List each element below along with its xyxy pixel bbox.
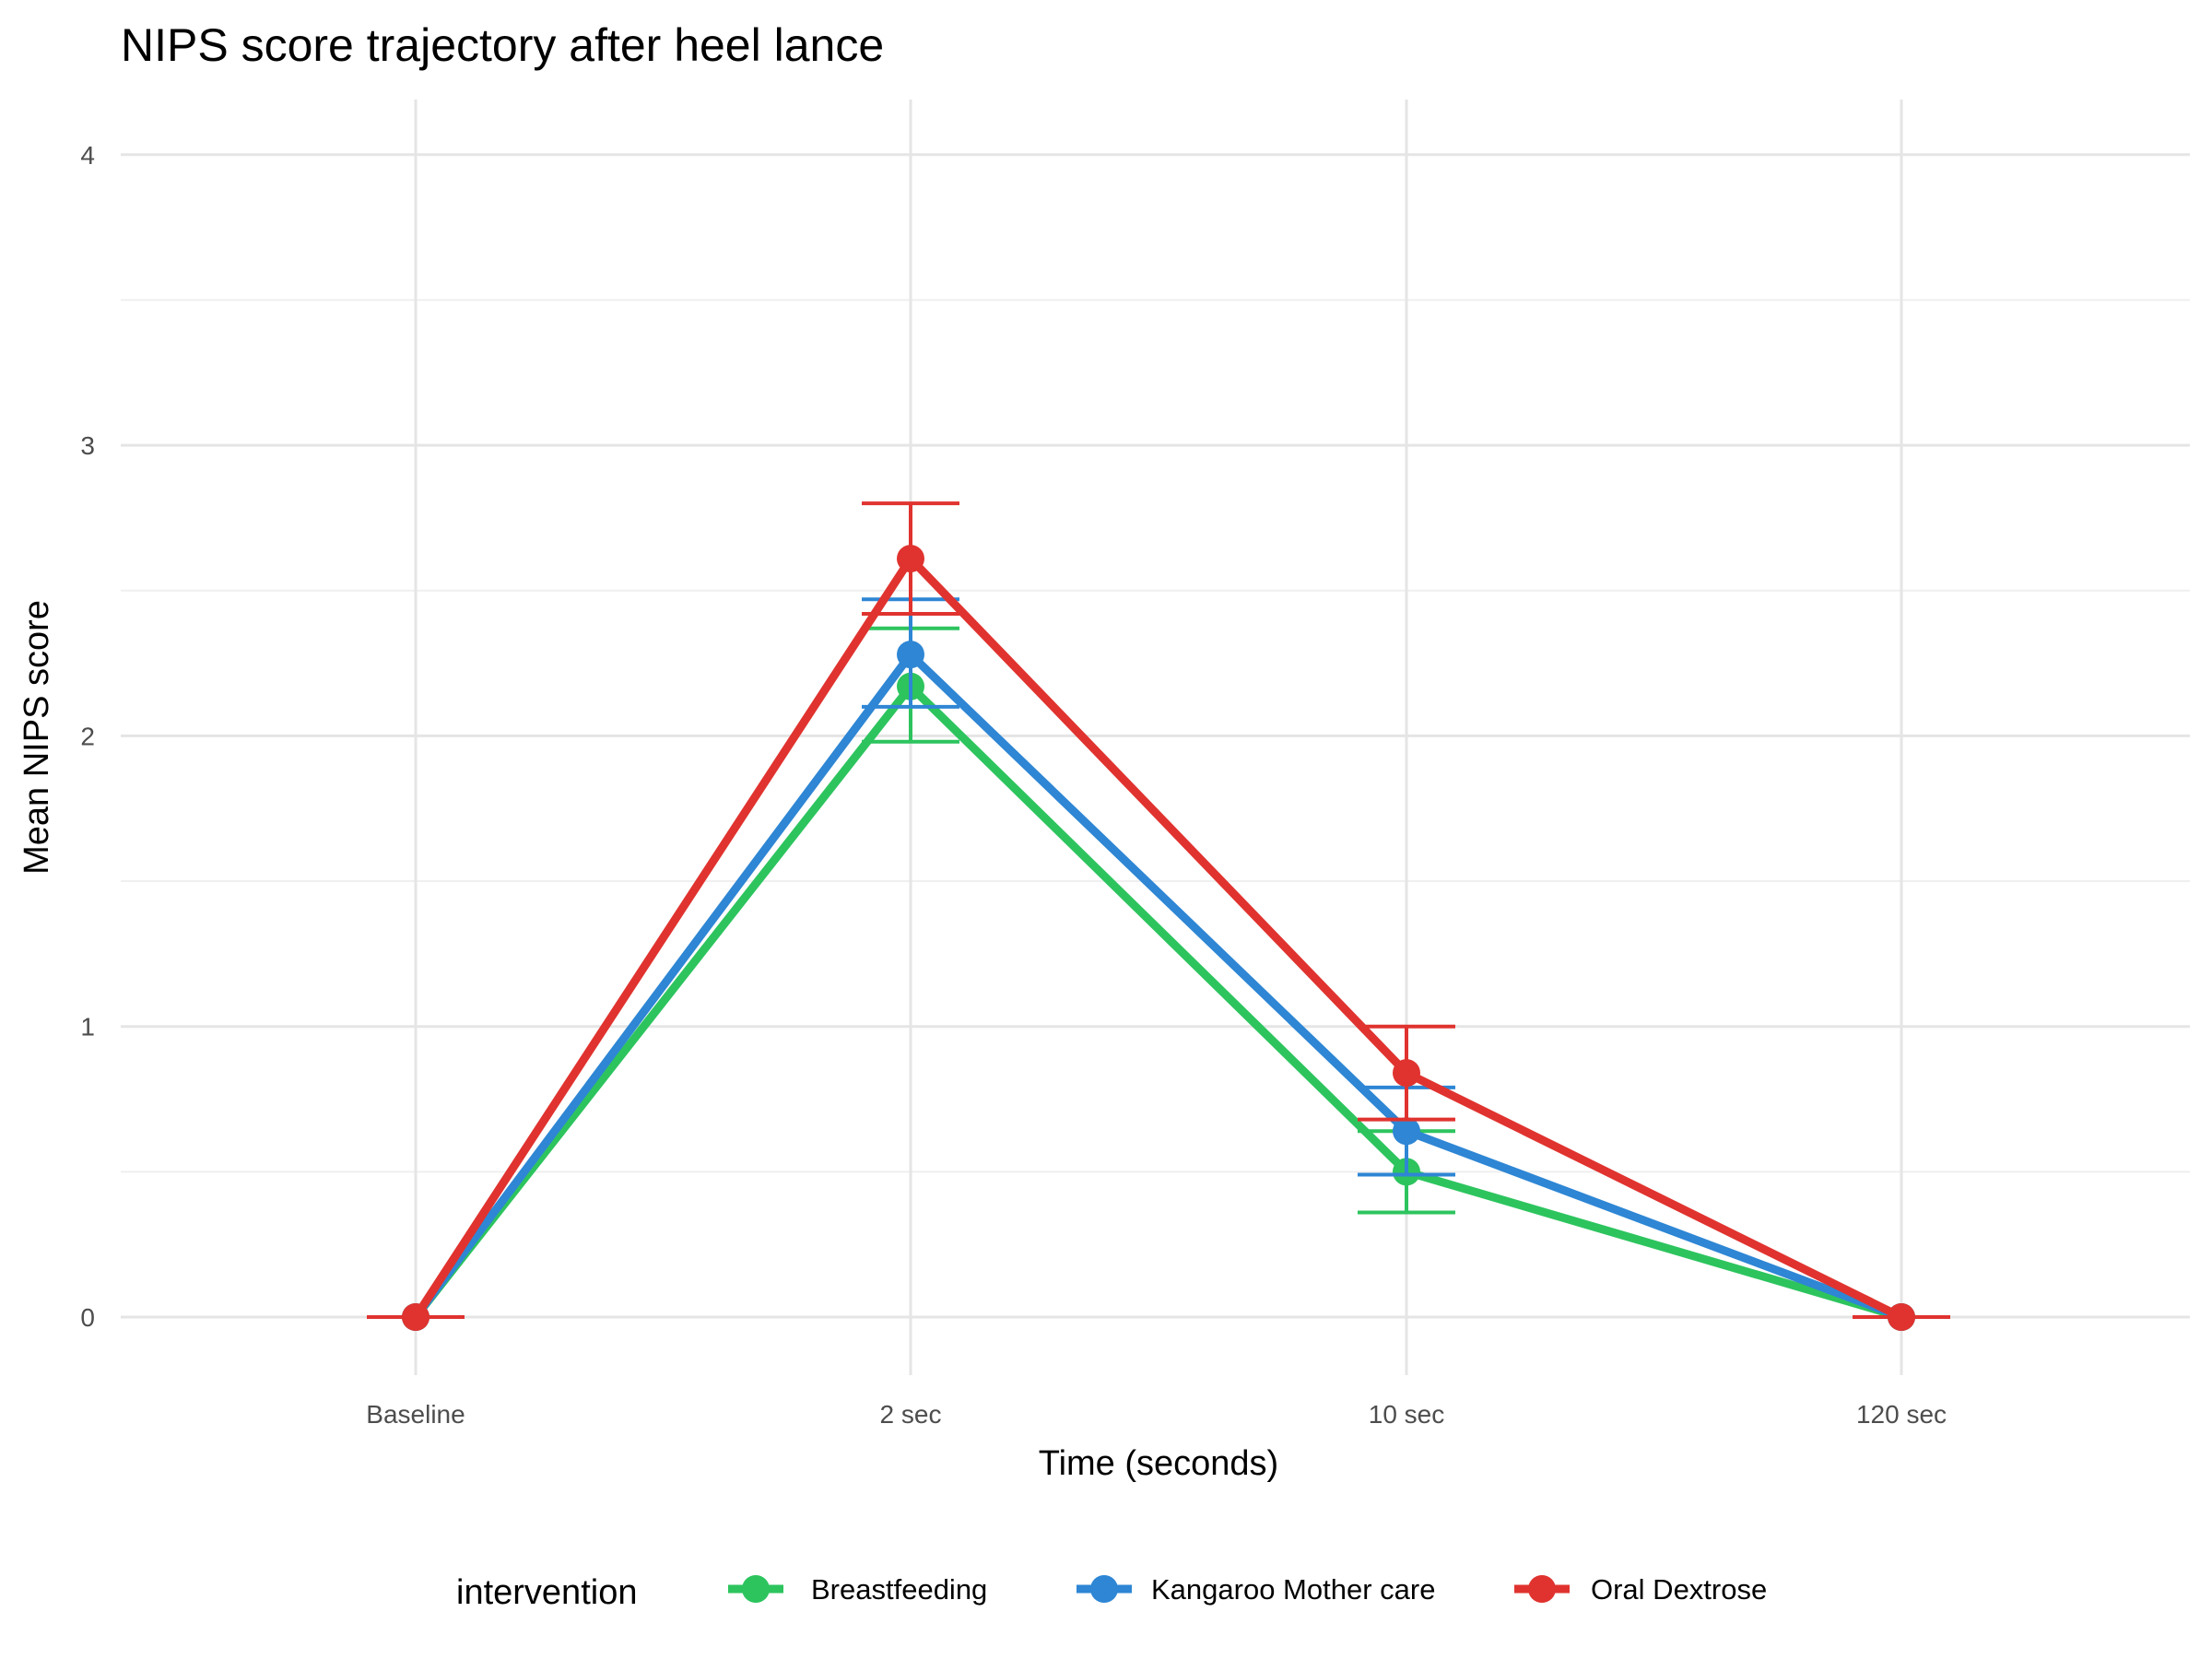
y-axis-ticks: 0 1 2 3 4 — [80, 141, 95, 1332]
y-tick-label: 2 — [80, 722, 95, 750]
y-axis-title: Mean NIPS score — [18, 600, 56, 875]
series-line — [412, 650, 1903, 1322]
chart-title: NIPS score trajectory after heel lance — [121, 19, 884, 71]
legend-label: Breastfeeding — [811, 1573, 987, 1606]
data-point — [402, 1303, 429, 1331]
x-tick-label: 10 sec — [1369, 1400, 1445, 1429]
x-axis-title: Time (seconds) — [1039, 1444, 1278, 1483]
legend-key — [1514, 1575, 1570, 1603]
x-tick-label: 2 sec — [880, 1400, 942, 1429]
series-line — [412, 554, 1903, 1322]
data-point — [897, 545, 924, 573]
legend-key-point — [1528, 1575, 1556, 1603]
series-layer — [367, 501, 1950, 1331]
legend-title: intervention — [456, 1573, 637, 1612]
data-point — [1393, 1117, 1420, 1146]
grid — [121, 100, 2190, 1375]
y-tick-label: 0 — [80, 1303, 95, 1332]
legend-key-point — [742, 1575, 770, 1603]
legend: intervention Breastfeeding Kangaroo Mothe… — [456, 1573, 1767, 1612]
y-tick-label: 4 — [80, 141, 95, 170]
y-tick-label: 1 — [80, 1013, 95, 1041]
x-axis-ticks: Baseline 2 sec 10 sec 120 sec — [366, 1400, 1947, 1429]
legend-key — [1077, 1575, 1132, 1603]
series-oral-dextrose — [367, 501, 1950, 1331]
x-tick-label: Baseline — [366, 1400, 465, 1429]
x-tick-label: 120 sec — [1856, 1400, 1947, 1429]
legend-label: Kangaroo Mother care — [1151, 1573, 1435, 1606]
y-tick-label: 3 — [80, 431, 95, 460]
legend-label: Oral Dextrose — [1591, 1573, 1767, 1606]
series-line — [412, 682, 1903, 1322]
data-point — [1393, 1059, 1420, 1088]
legend-key — [728, 1575, 783, 1603]
data-point — [1888, 1303, 1915, 1331]
legend-key-point — [1090, 1575, 1118, 1603]
data-point — [897, 641, 924, 669]
